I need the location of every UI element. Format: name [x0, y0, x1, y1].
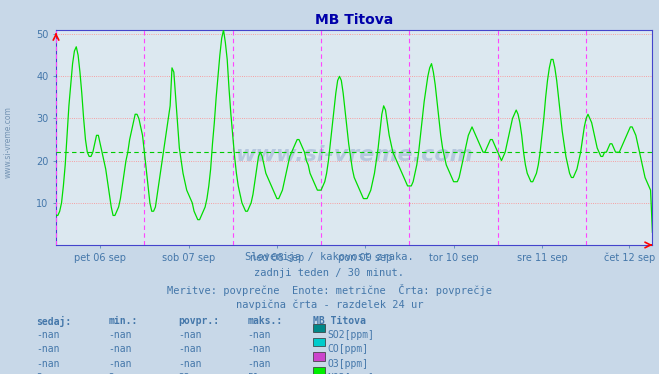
Text: NO2[ppm]: NO2[ppm]: [328, 373, 374, 374]
Text: 51: 51: [247, 373, 259, 374]
Text: www.si-vreme.com: www.si-vreme.com: [3, 106, 13, 178]
Text: SO2[ppm]: SO2[ppm]: [328, 330, 374, 340]
Text: MB Titova: MB Titova: [313, 316, 366, 326]
Text: povpr.:: povpr.:: [178, 316, 219, 326]
Text: 2: 2: [109, 373, 115, 374]
Text: -nan: -nan: [109, 330, 132, 340]
Text: sedaj:: sedaj:: [36, 316, 71, 327]
Text: -nan: -nan: [36, 330, 60, 340]
Text: www.si-vreme.com: www.si-vreme.com: [235, 145, 473, 165]
Text: maks.:: maks.:: [247, 316, 282, 326]
Text: 3: 3: [36, 373, 42, 374]
Text: -nan: -nan: [109, 344, 132, 355]
Text: -nan: -nan: [36, 344, 60, 355]
Text: CO[ppm]: CO[ppm]: [328, 344, 368, 355]
Text: -nan: -nan: [109, 359, 132, 369]
Text: Slovenija / kakovost zraka.: Slovenija / kakovost zraka.: [245, 252, 414, 263]
Text: zadnji teden / 30 minut.: zadnji teden / 30 minut.: [254, 268, 405, 278]
Text: -nan: -nan: [36, 359, 60, 369]
Text: navpična črta - razdelek 24 ur: navpična črta - razdelek 24 ur: [236, 300, 423, 310]
Text: O3[ppm]: O3[ppm]: [328, 359, 368, 369]
Title: MB Titova: MB Titova: [315, 13, 393, 27]
Text: Meritve: povprečne  Enote: metrične  Črta: povprečje: Meritve: povprečne Enote: metrične Črta:…: [167, 284, 492, 296]
Text: -nan: -nan: [178, 359, 202, 369]
Text: -nan: -nan: [247, 330, 271, 340]
Text: 22: 22: [178, 373, 190, 374]
Text: -nan: -nan: [247, 359, 271, 369]
Text: min.:: min.:: [109, 316, 138, 326]
Text: -nan: -nan: [247, 344, 271, 355]
Text: -nan: -nan: [178, 330, 202, 340]
Text: -nan: -nan: [178, 344, 202, 355]
